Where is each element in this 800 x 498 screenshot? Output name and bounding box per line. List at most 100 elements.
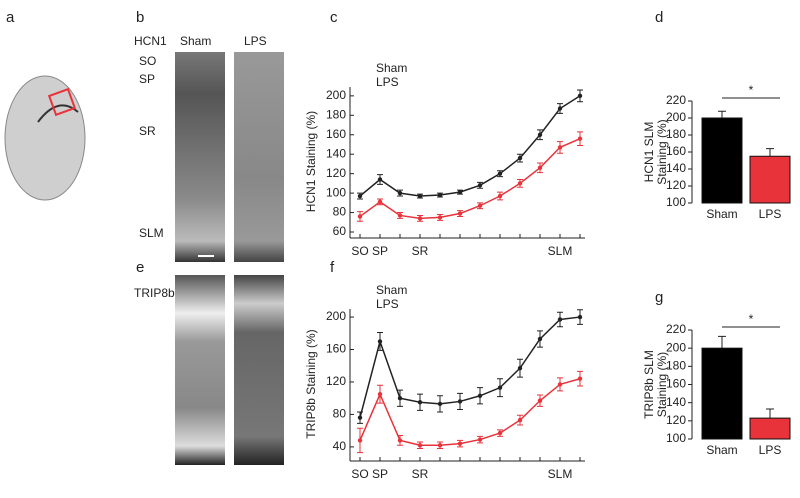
- y-tick-label: 120: [666, 178, 686, 192]
- point: [437, 401, 443, 407]
- y-tick-label: 180: [666, 359, 686, 373]
- y-axis-label: TRIP8b Staining (%): [304, 329, 318, 438]
- point: [477, 203, 483, 208]
- bar: [749, 417, 791, 440]
- panel-label: g: [655, 289, 663, 306]
- bar: [701, 117, 743, 204]
- y-tick-label: 180: [326, 107, 346, 121]
- point: [537, 132, 543, 137]
- y-tick-label: 200: [666, 110, 686, 124]
- y-tick-label: 120: [326, 166, 346, 180]
- point: [497, 171, 503, 176]
- point: [417, 400, 423, 405]
- panel-label: b: [136, 9, 144, 26]
- micrograph: [234, 52, 284, 262]
- column-label: Sham: [180, 34, 211, 48]
- y-tick-label: 60: [333, 224, 347, 238]
- y-tick-label: 100: [666, 431, 686, 445]
- point: [537, 336, 543, 342]
- y-tick-label: 160: [326, 127, 346, 141]
- y-axis-label: TRIP8b SLM: [642, 350, 656, 419]
- micrograph: [234, 275, 284, 465]
- error-bar: [766, 408, 774, 419]
- point: [537, 165, 543, 171]
- y-tick-label: 140: [326, 146, 346, 160]
- series-line: [359, 316, 581, 418]
- y-tick-label: 140: [666, 161, 686, 175]
- point: [477, 183, 483, 188]
- x-tick-label: SP: [372, 244, 388, 258]
- point: [537, 398, 543, 403]
- y-tick-label: 180: [666, 127, 686, 141]
- panel-label: a: [6, 9, 15, 26]
- point: [437, 192, 443, 198]
- panel-label: e: [136, 259, 144, 276]
- point: [557, 106, 563, 111]
- y-tick-label: 80: [333, 407, 347, 421]
- hippocampus: [37, 104, 79, 123]
- annotation: *: [749, 83, 754, 97]
- x-tick-label: SR: [412, 244, 429, 258]
- y-axis-label: Staining (%): [655, 119, 669, 184]
- brain-slice: [4, 75, 86, 201]
- y-tick-label: 160: [666, 144, 686, 158]
- point: [517, 181, 523, 186]
- point: [497, 430, 503, 436]
- point: [357, 214, 363, 219]
- point: [477, 393, 483, 398]
- series-line: [359, 378, 581, 447]
- point: [397, 190, 403, 196]
- x-tick-label: LPS: [759, 443, 782, 457]
- point: [497, 385, 503, 390]
- y-tick-label: 120: [326, 374, 346, 388]
- point: [477, 437, 483, 442]
- y-tick-label: 200: [666, 340, 686, 354]
- x-tick-label: SR: [412, 467, 429, 481]
- legend-label: LPS: [376, 75, 399, 89]
- point: [377, 199, 383, 205]
- point: [357, 415, 363, 420]
- y-axis-label: HCN1 Staining (%): [304, 111, 318, 212]
- point: [377, 339, 383, 344]
- region-box: [47, 87, 77, 117]
- point: [457, 441, 463, 446]
- point: [517, 417, 523, 423]
- y-axis-label: HCN1 SLM: [642, 122, 656, 183]
- panel-label: d: [655, 9, 663, 26]
- y-tick-label: 120: [666, 413, 686, 427]
- micrograph: [175, 52, 225, 262]
- row-label: HCN1: [134, 34, 167, 48]
- micrograph: [175, 275, 225, 465]
- legend-label: LPS: [376, 297, 399, 311]
- point: [417, 216, 423, 221]
- point: [497, 193, 503, 199]
- y-tick-label: 100: [326, 185, 346, 199]
- bar: [749, 155, 791, 204]
- point: [517, 155, 523, 161]
- x-tick-label: SO: [351, 244, 368, 258]
- point: [517, 365, 523, 371]
- point: [577, 136, 583, 141]
- legend-label: Sham: [376, 283, 407, 297]
- annotation: *: [749, 312, 754, 326]
- x-tick-label: SLM: [548, 467, 573, 481]
- y-tick-label: 140: [666, 395, 686, 409]
- column-label: LPS: [244, 34, 267, 48]
- x-tick-label: Sham: [706, 207, 737, 221]
- x-tick-label: SP: [372, 467, 388, 481]
- legend-label: Sham: [376, 61, 407, 75]
- point: [457, 211, 463, 216]
- point: [437, 443, 443, 448]
- point: [417, 443, 423, 448]
- point: [577, 93, 583, 99]
- y-tick-label: 160: [666, 377, 686, 391]
- bar: [701, 347, 743, 440]
- y-tick-label: 160: [326, 342, 346, 356]
- y-tick-label: 40: [333, 439, 347, 453]
- layer-label: SP: [139, 72, 155, 86]
- point: [397, 396, 403, 401]
- x-tick-label: Sham: [706, 443, 737, 457]
- row-label: TRIP8b: [134, 286, 175, 300]
- point: [397, 438, 403, 443]
